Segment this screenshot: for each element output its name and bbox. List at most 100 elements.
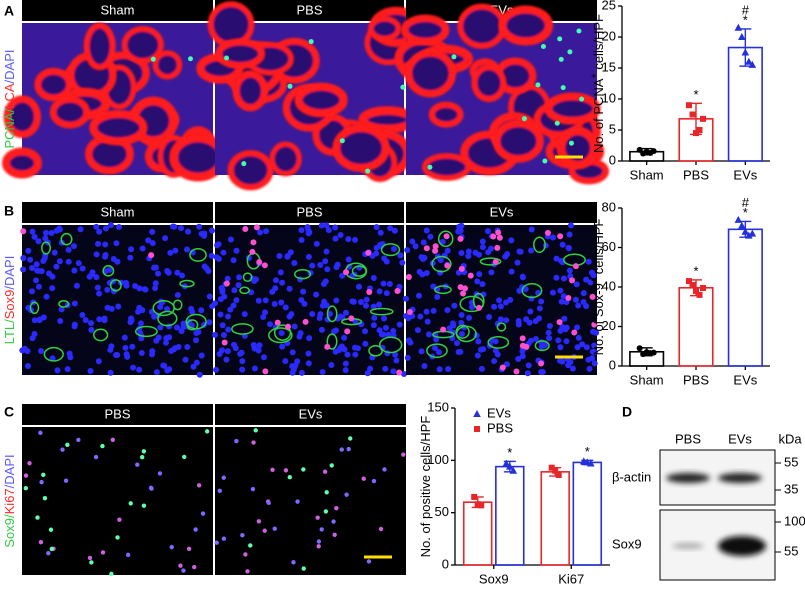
nucleus: [521, 116, 527, 122]
nucleus: [104, 286, 111, 293]
nucleus: [67, 354, 74, 361]
nucleus: [164, 367, 171, 374]
bar: [462, 501, 493, 566]
y-tick-label: 100: [427, 452, 449, 467]
nucleus: [377, 229, 384, 236]
cell: [186, 546, 192, 551]
nucleus: [458, 312, 465, 319]
bar: [727, 228, 763, 367]
image-header-label: EVs: [299, 406, 323, 421]
tubule: [49, 95, 91, 129]
nucleus: [227, 236, 234, 243]
stain-part: PCNA: [2, 112, 17, 148]
image-header-label: PBS: [296, 2, 322, 17]
nucleus: [488, 269, 495, 276]
nucleus: [439, 238, 446, 245]
stain-label: Sox9/Ki67/DAPI: [2, 454, 17, 547]
tubule: [521, 282, 543, 299]
data-point: [738, 33, 746, 40]
nucleus: [284, 252, 291, 259]
positive-cell: [571, 329, 578, 336]
data-point: [741, 227, 750, 235]
positive-cell: [223, 280, 230, 287]
micrograph: [394, 3, 610, 185]
nucleus: [420, 239, 427, 246]
data-point: [502, 459, 511, 467]
nucleus: [149, 351, 156, 358]
micrograph: [22, 427, 213, 577]
nucleus: [174, 324, 181, 331]
nucleus: [289, 349, 296, 356]
cell: [76, 437, 81, 443]
nucleus: [591, 349, 598, 356]
nucleus: [557, 36, 563, 42]
nucleus: [469, 304, 476, 311]
cell: [301, 566, 306, 571]
nucleus: [445, 365, 452, 372]
tubule: [207, 1, 255, 48]
nucleus: [58, 306, 65, 313]
nucleus: [298, 237, 305, 244]
nucleus: [51, 249, 58, 256]
nucleus: [300, 288, 307, 295]
cell: [323, 509, 329, 514]
nucleus: [362, 340, 369, 347]
nucleus: [138, 350, 145, 357]
nucleus: [403, 295, 410, 302]
nucleus: [591, 342, 598, 349]
nucleus: [107, 369, 114, 376]
y-axis-label-text: cells/HPF: [591, 14, 606, 73]
nucleus: [515, 355, 522, 362]
nucleus: [94, 284, 101, 291]
tubule: [89, 110, 148, 146]
cell: [200, 511, 206, 516]
positive-cell: [302, 318, 309, 325]
nucleus: [174, 269, 181, 276]
data-point: [734, 23, 743, 31]
cell: [141, 503, 147, 508]
nucleus: [160, 362, 167, 369]
nucleus: [38, 348, 45, 355]
cell: [42, 495, 48, 501]
nucleus: [355, 283, 362, 290]
nucleus: [28, 288, 35, 295]
cell: [253, 428, 258, 433]
nucleus: [95, 240, 102, 247]
positive-cell: [495, 229, 502, 236]
nucleus: [49, 285, 56, 292]
nucleus: [574, 344, 581, 351]
nucleus: [326, 310, 333, 317]
nucleus: [323, 248, 330, 255]
cell: [301, 467, 306, 472]
nucleus: [250, 341, 257, 348]
nucleus: [155, 270, 162, 277]
tubule: [3, 95, 42, 139]
x-tick-label: EVs: [733, 167, 757, 182]
positive-cell: [556, 319, 563, 326]
cell: [141, 449, 147, 454]
data-point: [650, 349, 657, 356]
tubule: [326, 305, 338, 323]
cell: [196, 483, 202, 488]
nucleus: [392, 351, 399, 358]
panel-letter: A: [4, 3, 14, 19]
data-point: [748, 229, 757, 237]
stain-label: PCNA/LCA/DAPI: [2, 49, 17, 148]
nucleus: [485, 249, 492, 256]
tubule: [534, 340, 550, 352]
nucleus: [236, 274, 243, 281]
tubule: [380, 243, 401, 257]
cell: [41, 472, 46, 478]
nucleus: [436, 366, 443, 373]
cell: [324, 490, 329, 495]
nucleus: [580, 290, 587, 297]
nucleus: [430, 307, 437, 314]
cell: [178, 563, 183, 568]
nucleus: [178, 328, 185, 335]
nucleus: [528, 295, 535, 302]
nucleus: [453, 340, 460, 347]
nucleus: [239, 366, 246, 373]
nucleus: [278, 299, 285, 306]
positive-cell: [250, 239, 257, 246]
nucleus: [431, 344, 438, 351]
